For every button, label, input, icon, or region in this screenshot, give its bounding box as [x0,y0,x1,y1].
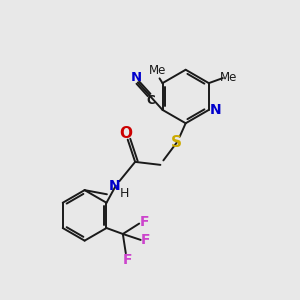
Text: F: F [140,215,149,229]
Text: O: O [120,126,133,141]
Text: Me: Me [149,64,167,77]
Text: H: H [119,188,129,200]
Text: Me: Me [220,71,237,84]
Text: N: N [210,103,221,117]
Text: F: F [122,253,132,267]
Text: F: F [141,233,151,247]
Text: N: N [131,71,142,84]
Text: S: S [171,135,182,150]
Text: C: C [146,94,155,106]
Text: N: N [109,179,120,193]
